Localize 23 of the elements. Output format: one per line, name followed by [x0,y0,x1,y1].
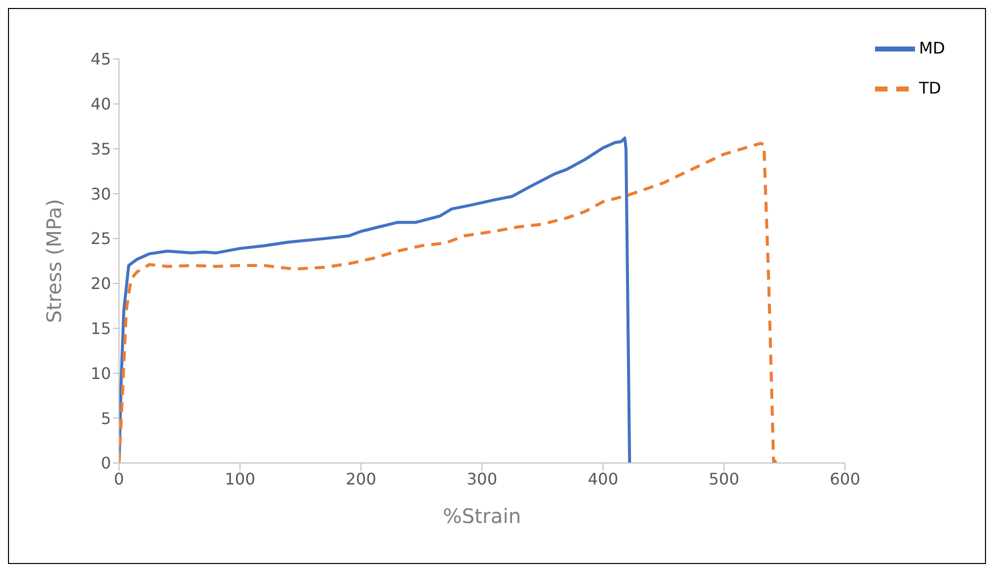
legend-label: MD [919,38,946,58]
y-tick-label: 30 [90,184,111,204]
x-tick-label: 500 [708,469,740,488]
y-tick-label: 0 [100,454,111,473]
y-tick-label: 35 [90,139,111,158]
x-tick-label: 600 [830,469,860,488]
x-tick-label: 200 [346,469,376,488]
y-axis-title: Stress (MPa) [42,198,66,324]
x-axis-title: %Strain [442,504,522,528]
y-tick-label: 10 [90,364,111,383]
x-tick-label: 0 [114,469,124,488]
y-tick-label: 15 [90,319,111,338]
line-series [119,136,632,463]
y-tick-label: 45 [90,50,111,69]
x-tick-label: 400 [588,469,618,488]
line-series [119,142,780,463]
y-tick-label: 20 [90,274,111,294]
y-tick-label: 25 [90,229,111,248]
legend-label: TD [919,78,942,98]
y-tick-label: 40 [90,94,111,114]
x-tick-label: 100 [224,469,256,488]
x-tick-label: 300 [466,469,498,488]
y-tick-label: 5 [100,408,111,428]
